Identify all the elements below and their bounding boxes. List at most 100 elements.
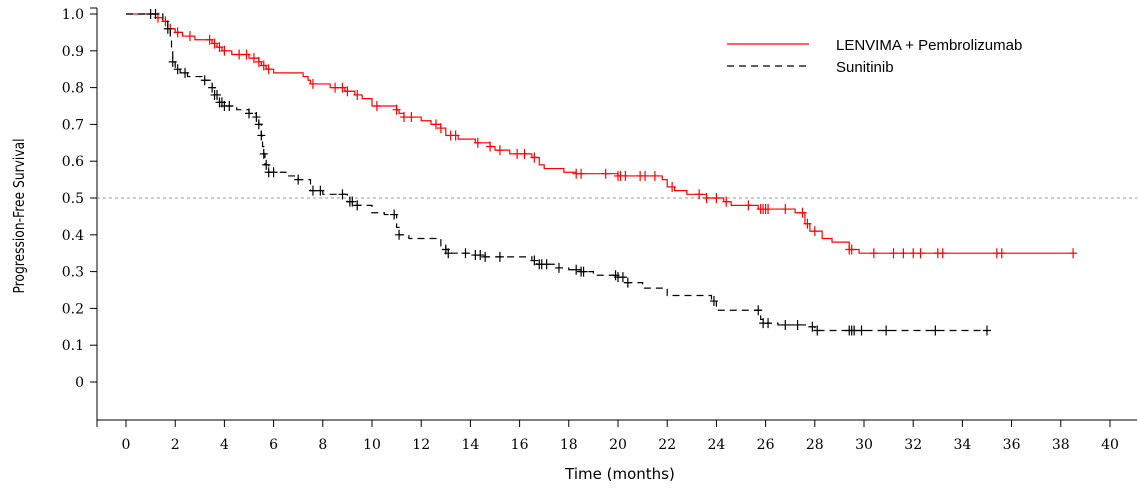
censor-mark <box>810 226 819 237</box>
censor-mark <box>513 148 522 159</box>
y-tick-label: 0.7 <box>62 117 84 133</box>
x-tick-label: 24 <box>707 437 725 453</box>
x-tick-label: 38 <box>1052 437 1070 453</box>
y-tick-label: 0.1 <box>62 338 84 354</box>
x-tick-label: 40 <box>1101 437 1119 453</box>
censor-mark <box>495 145 504 156</box>
censor-mark <box>269 167 278 178</box>
censor-mark <box>208 82 217 93</box>
x-tick-label: 10 <box>363 437 381 453</box>
legend: LENVIMA + Pembrolizumab Sunitinib <box>727 37 1022 76</box>
x-tick-label: 8 <box>318 437 327 453</box>
censor-mark <box>618 272 627 283</box>
censor-mark <box>444 248 453 259</box>
censor-mark <box>185 31 194 42</box>
censor-mark <box>399 112 408 123</box>
censor-mark <box>264 64 273 75</box>
censor-mark <box>308 78 317 89</box>
x-tick-label: 16 <box>511 437 529 453</box>
axes <box>90 7 1137 427</box>
censor-mark <box>338 82 347 93</box>
censor-mark <box>803 218 812 229</box>
censor-mark <box>722 196 731 207</box>
x-tick-label: 12 <box>412 437 430 453</box>
censor-mark <box>554 262 563 273</box>
censor-mark <box>215 42 224 53</box>
censor-mark <box>850 325 859 336</box>
x-ticks: 0 2 4 6 8 10 12 14 16 18 20 22 24 26 28 30 32 34 36 38 40 <box>122 420 1119 453</box>
censor-mark <box>869 248 878 259</box>
censor-mark <box>520 148 529 159</box>
legend-label-lenvima: LENVIMA + Pembrolizumab <box>836 37 1022 54</box>
censor-mark <box>252 112 261 123</box>
censor-mark <box>173 64 182 75</box>
censor-mark <box>702 193 711 203</box>
censor-mark <box>213 89 222 100</box>
censor-mark <box>254 119 263 130</box>
censor-mark <box>623 277 632 288</box>
censor-mark <box>709 296 718 307</box>
censor-mark <box>173 27 182 38</box>
y-tick-label: 0.3 <box>62 265 84 281</box>
censor-mark <box>461 248 470 259</box>
censor-mark <box>353 200 362 211</box>
censor-mark <box>259 148 268 159</box>
censor-mark <box>530 255 539 266</box>
censor-mark <box>798 207 807 218</box>
censor-mark <box>916 248 925 259</box>
censor-mark <box>813 325 822 336</box>
x-tick-label: 28 <box>806 437 824 453</box>
x-axis-title: Time (months) <box>564 465 675 483</box>
censor-mark <box>712 193 721 203</box>
censor-mark <box>316 185 325 196</box>
censor-mark <box>495 251 504 262</box>
censor-mark <box>764 204 773 215</box>
censor-mark <box>857 325 866 336</box>
censor-mark <box>392 104 401 115</box>
y-tick-label: 1.0 <box>62 7 84 23</box>
censor-mark <box>249 53 258 64</box>
censor-mark <box>793 319 802 330</box>
censor-mark <box>542 259 551 270</box>
censor-mark <box>931 325 940 336</box>
censor-mark <box>572 264 581 275</box>
censor-mark <box>395 229 404 240</box>
censor-mark <box>889 248 898 259</box>
censor-mark <box>407 112 416 123</box>
censor-mark <box>331 82 340 93</box>
censor-mark <box>486 141 495 152</box>
x-tick-label: 20 <box>609 437 627 453</box>
y-tick-label: 0.2 <box>62 301 84 317</box>
censor-mark <box>259 60 268 71</box>
x-tick-label: 22 <box>658 437 676 453</box>
censor-mark <box>235 49 244 60</box>
x-tick-label: 32 <box>904 437 922 453</box>
censor-mark <box>225 101 234 111</box>
censor-mark <box>210 38 219 49</box>
censor-mark <box>294 174 303 185</box>
x-tick-label: 26 <box>757 437 775 453</box>
censor-mark <box>882 325 891 336</box>
censor-mark <box>601 168 610 179</box>
censor-mark <box>983 325 991 336</box>
x-tick-label: 18 <box>560 437 578 453</box>
censor-mark <box>451 130 460 141</box>
censor-mark <box>577 168 586 179</box>
censor-mark <box>308 185 317 196</box>
y-tick-label: 0 <box>75 375 84 391</box>
censor-mark <box>1069 248 1078 259</box>
x-tick-label: 6 <box>269 437 278 453</box>
y-axis-title: Progression-Free Survival <box>11 138 28 293</box>
censor-mark <box>205 34 214 45</box>
censor-mark <box>621 170 630 181</box>
censor-mark <box>530 152 539 163</box>
y-tick-label: 0.9 <box>62 44 84 60</box>
x-tick-label: 4 <box>220 437 229 453</box>
censor-mark <box>220 45 229 56</box>
censor-mark <box>808 321 817 332</box>
censor-mark <box>847 244 856 255</box>
censor-mark <box>372 101 381 111</box>
censor-mark <box>744 200 753 211</box>
censor-mark <box>390 209 399 220</box>
